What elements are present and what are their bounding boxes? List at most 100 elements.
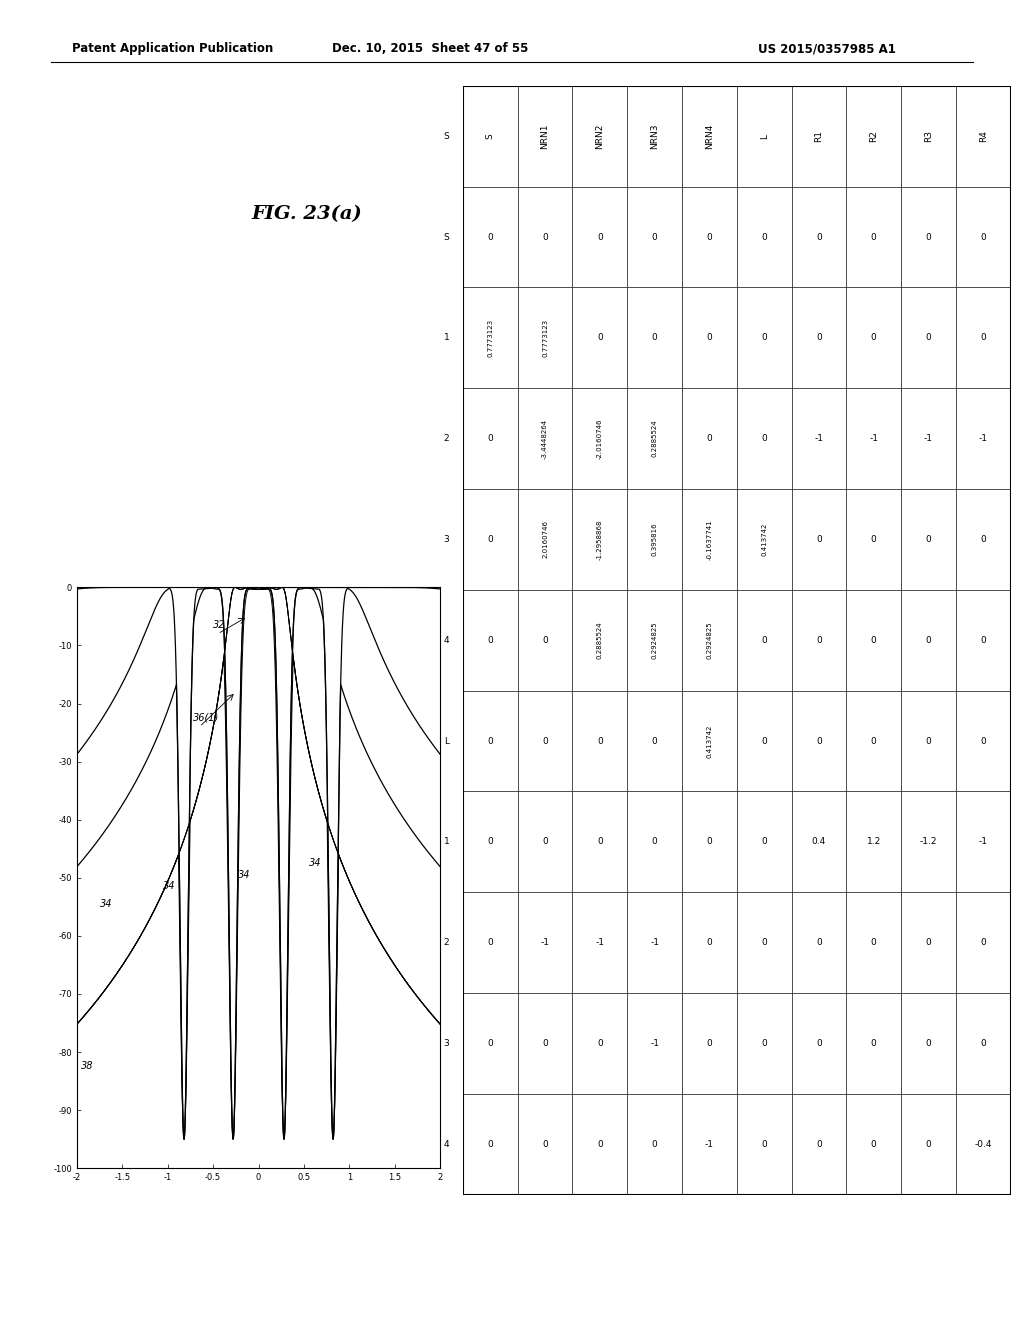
Bar [737, 388, 792, 488]
Text: FIG. 23(a): FIG. 23(a) [252, 205, 362, 223]
Text: 2: 2 [443, 434, 450, 444]
Bar [682, 288, 737, 388]
Bar [901, 792, 956, 892]
Text: US 2015/0357985 A1: US 2015/0357985 A1 [758, 42, 896, 55]
Bar [792, 892, 847, 993]
Text: 0.2924825: 0.2924825 [651, 622, 657, 659]
Bar [847, 892, 901, 993]
Bar [737, 186, 792, 288]
Text: 0: 0 [597, 1139, 603, 1148]
Bar [901, 590, 956, 690]
Bar [572, 288, 627, 388]
Text: 0: 0 [597, 1039, 603, 1048]
Bar [901, 892, 956, 993]
Bar [901, 388, 956, 488]
Text: R1: R1 [814, 131, 823, 143]
Text: 0: 0 [980, 232, 986, 242]
Text: 0: 0 [651, 837, 657, 846]
Text: 0: 0 [816, 334, 822, 342]
Bar [792, 186, 847, 288]
Text: 0: 0 [926, 535, 932, 544]
Bar [956, 792, 1011, 892]
Text: 0: 0 [651, 334, 657, 342]
Text: 0: 0 [542, 837, 548, 846]
Text: -3.4448264: -3.4448264 [542, 418, 548, 458]
Bar [737, 690, 792, 792]
Text: 0: 0 [816, 636, 822, 644]
Bar [847, 1094, 901, 1195]
Bar [682, 590, 737, 690]
Text: 0: 0 [761, 1139, 767, 1148]
Bar [847, 86, 901, 186]
Bar [463, 892, 518, 993]
Text: R2: R2 [869, 131, 879, 143]
Text: L: L [444, 737, 449, 746]
Text: 34: 34 [163, 882, 176, 891]
Text: -1: -1 [650, 939, 659, 948]
Bar [956, 690, 1011, 792]
Text: 0: 0 [926, 334, 932, 342]
Text: 0.395816: 0.395816 [651, 523, 657, 556]
Bar [682, 488, 737, 590]
Bar [627, 388, 682, 488]
Bar [572, 690, 627, 792]
Text: 0: 0 [870, 939, 877, 948]
Bar [572, 488, 627, 590]
Text: 0: 0 [707, 939, 713, 948]
Text: 0: 0 [542, 1039, 548, 1048]
Bar [737, 590, 792, 690]
Bar [792, 488, 847, 590]
Text: 0: 0 [980, 1039, 986, 1048]
Text: 38: 38 [81, 1061, 94, 1072]
Text: 0: 0 [926, 1039, 932, 1048]
Bar [792, 792, 847, 892]
Bar [518, 590, 572, 690]
Bar [627, 86, 682, 186]
Text: S: S [485, 133, 495, 139]
Text: 0: 0 [487, 535, 494, 544]
Text: L: L [760, 133, 769, 139]
Text: 0: 0 [816, 1039, 822, 1048]
Text: 0: 0 [542, 737, 548, 746]
Bar [682, 388, 737, 488]
Bar [901, 186, 956, 288]
Text: S: S [443, 232, 450, 242]
Text: 0: 0 [651, 737, 657, 746]
Text: 0: 0 [487, 232, 494, 242]
Bar [463, 288, 518, 388]
Text: 0: 0 [597, 232, 603, 242]
Text: 0: 0 [761, 837, 767, 846]
Text: 0: 0 [761, 636, 767, 644]
Bar [518, 993, 572, 1094]
Bar [737, 288, 792, 388]
Text: S: S [443, 132, 450, 141]
Text: 0.7773123: 0.7773123 [542, 318, 548, 356]
Text: 0: 0 [980, 535, 986, 544]
Bar [792, 590, 847, 690]
Text: 0: 0 [816, 939, 822, 948]
Text: -1: -1 [979, 837, 988, 846]
Bar [901, 690, 956, 792]
Bar [956, 388, 1011, 488]
Text: 0: 0 [651, 1139, 657, 1148]
Text: 0: 0 [651, 232, 657, 242]
Bar [627, 892, 682, 993]
Text: -1.2: -1.2 [920, 837, 937, 846]
Bar [737, 86, 792, 186]
Text: 0: 0 [597, 737, 603, 746]
Bar [627, 690, 682, 792]
Bar [956, 590, 1011, 690]
Text: 0: 0 [870, 636, 877, 644]
Bar [847, 590, 901, 690]
Bar [572, 590, 627, 690]
Text: -1: -1 [595, 939, 604, 948]
Bar [518, 1094, 572, 1195]
Bar [463, 1094, 518, 1195]
Text: 0: 0 [870, 737, 877, 746]
Bar [792, 1094, 847, 1195]
Text: 0.7773123: 0.7773123 [487, 318, 494, 356]
Bar [901, 488, 956, 590]
Bar [847, 488, 901, 590]
Bar [682, 892, 737, 993]
Text: 1: 1 [443, 837, 450, 846]
